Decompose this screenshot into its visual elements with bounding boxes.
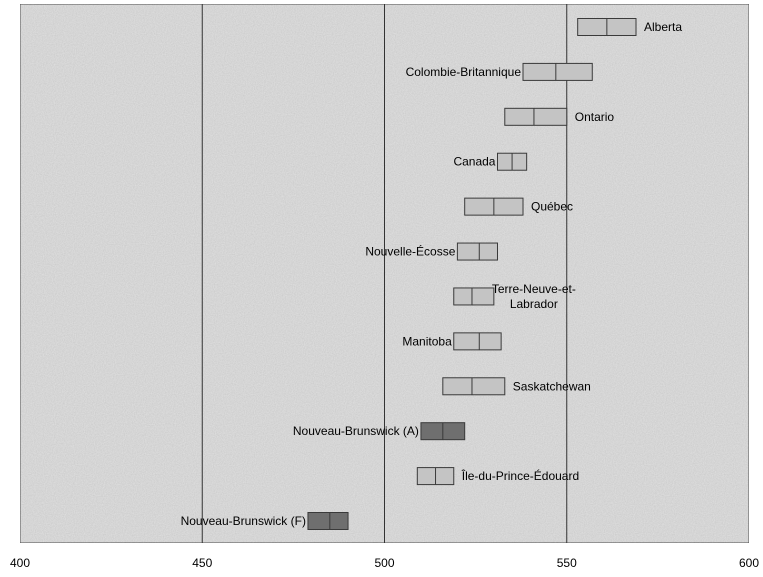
label-ile-du-prince-edouard: Île-du-Prince-Édouard bbox=[461, 468, 579, 483]
box-row-nouveau-brunswick-a: Nouveau-Brunswick (A) bbox=[293, 422, 466, 441]
label-manitoba: Manitoba bbox=[402, 334, 452, 348]
box-ontario bbox=[504, 107, 568, 126]
box-row-ontario: Ontario bbox=[504, 107, 615, 126]
box-row-saskatchewan: Saskatchewan bbox=[442, 377, 591, 396]
x-tick-label-500: 500 bbox=[374, 556, 394, 570]
label-colombie-britannique: Colombie-Britannique bbox=[406, 65, 522, 79]
x-axis: 400 450 500 550 600 bbox=[10, 556, 759, 570]
label-canada: Canada bbox=[453, 155, 495, 169]
gridlines bbox=[201, 4, 568, 543]
label-quebec: Québec bbox=[531, 200, 573, 214]
box-row-colombie-britannique: Colombie-Britannique bbox=[406, 62, 593, 81]
label-saskatchewan: Saskatchewan bbox=[513, 379, 591, 393]
box-colombie-britannique bbox=[522, 62, 593, 81]
x-tick-label-400: 400 bbox=[10, 556, 30, 570]
box-terre-neuve-et-labrador bbox=[453, 287, 495, 306]
box-row-alberta: Alberta bbox=[577, 18, 682, 36]
x-tick-label-550: 550 bbox=[557, 556, 577, 570]
box-row-quebec: Québec bbox=[464, 197, 573, 216]
label-nouveau-brunswick-a: Nouveau-Brunswick (A) bbox=[293, 424, 419, 438]
box-nouvelle-ecosse bbox=[456, 242, 498, 261]
label-nouvelle-ecosse: Nouvelle-Écosse bbox=[365, 244, 455, 259]
box-row-canada: Canada bbox=[453, 152, 528, 171]
label-terre-neuve-et-labrador: Terre-Neuve-et-Labrador bbox=[492, 282, 576, 311]
box-row-nouvelle-ecosse: Nouvelle-Écosse bbox=[365, 242, 498, 261]
x-tick-label-450: 450 bbox=[192, 556, 212, 570]
box-row-terre-neuve-et-labrador: Terre-Neuve-et-Labrador bbox=[453, 282, 576, 311]
box-series: Alberta Colombie-Britannique Ontario Canada… bbox=[181, 18, 682, 530]
box-row-manitoba: Manitoba bbox=[402, 332, 502, 351]
box-manitoba bbox=[453, 332, 502, 351]
label-alberta: Alberta bbox=[644, 20, 682, 34]
label-nouveau-brunswick-f: Nouveau-Brunswick (F) bbox=[181, 514, 306, 528]
label-ontario: Ontario bbox=[575, 110, 615, 124]
box-row-ile-du-prince-edouard: Île-du-Prince-Édouard bbox=[416, 467, 579, 486]
box-nouveau-brunswick-f bbox=[307, 512, 349, 530]
box-row-nouveau-brunswick-f: Nouveau-Brunswick (F) bbox=[181, 512, 349, 530]
x-tick-label-600: 600 bbox=[739, 556, 759, 570]
box-saskatchewan bbox=[442, 377, 506, 396]
